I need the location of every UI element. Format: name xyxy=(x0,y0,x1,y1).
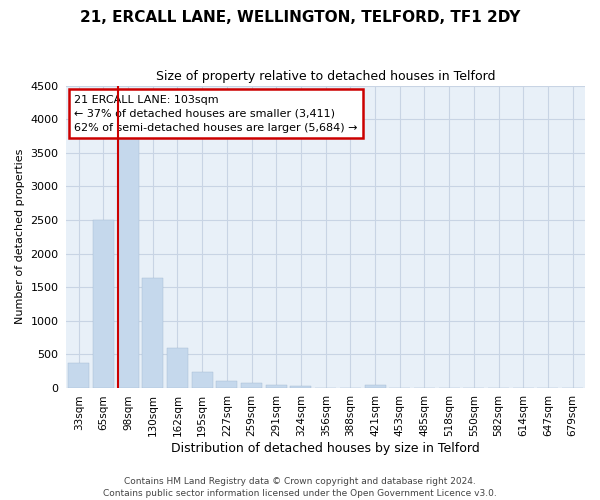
Bar xyxy=(93,220,114,388)
Text: 21, ERCALL LANE, WELLINGTON, TELFORD, TF1 2DY: 21, ERCALL LANE, WELLINGTON, TELFORD, TF… xyxy=(80,10,520,25)
Bar xyxy=(290,386,311,388)
Bar xyxy=(266,384,287,388)
Bar xyxy=(68,363,89,388)
Title: Size of property relative to detached houses in Telford: Size of property relative to detached ho… xyxy=(156,70,496,83)
Y-axis label: Number of detached properties: Number of detached properties xyxy=(15,149,25,324)
Text: Contains HM Land Registry data © Crown copyright and database right 2024.
Contai: Contains HM Land Registry data © Crown c… xyxy=(103,476,497,498)
Bar xyxy=(241,383,262,388)
Bar xyxy=(365,384,386,388)
Bar xyxy=(118,138,139,388)
Text: 21 ERCALL LANE: 103sqm
← 37% of detached houses are smaller (3,411)
62% of semi-: 21 ERCALL LANE: 103sqm ← 37% of detached… xyxy=(74,94,358,132)
Bar xyxy=(191,372,212,388)
Bar xyxy=(217,382,238,388)
X-axis label: Distribution of detached houses by size in Telford: Distribution of detached houses by size … xyxy=(171,442,480,455)
Bar xyxy=(142,278,163,388)
Bar xyxy=(167,348,188,388)
